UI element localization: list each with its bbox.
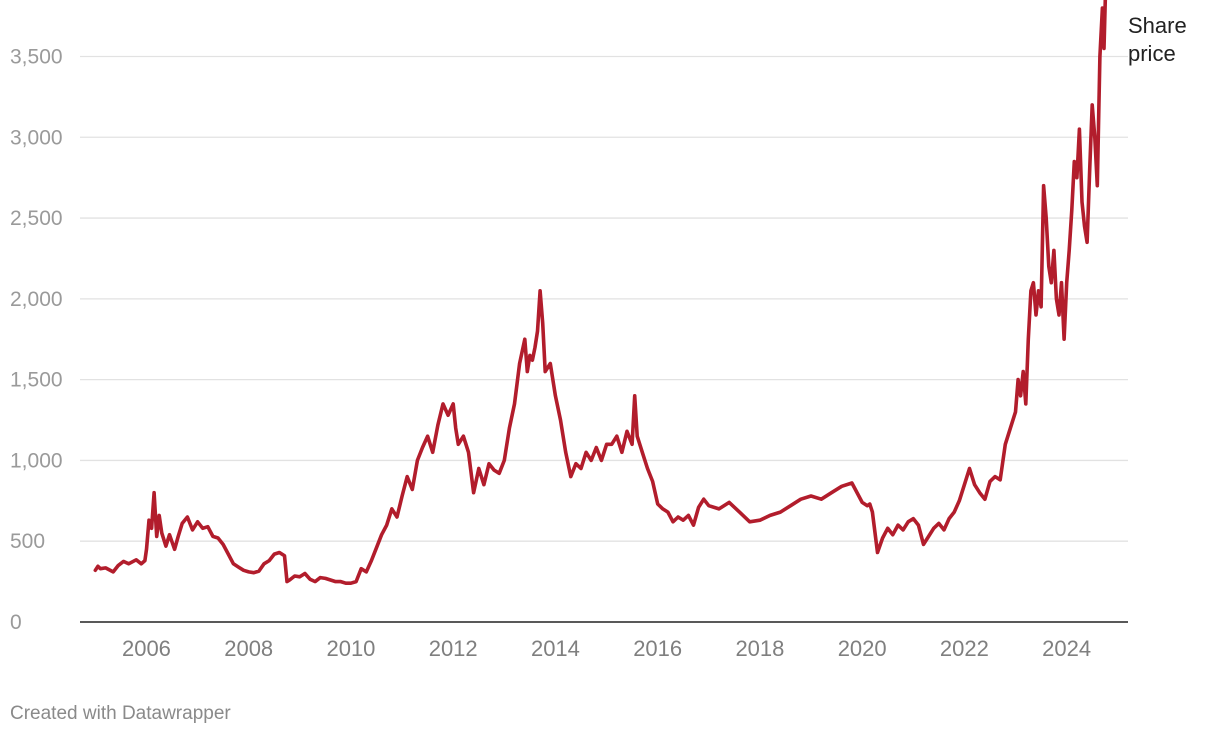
- series-label-line: price: [1128, 41, 1176, 66]
- x-tick-label: 2022: [940, 636, 989, 661]
- series-label-share-price: Share price: [1128, 13, 1187, 66]
- y-tick-label: 500: [10, 530, 45, 553]
- y-tick-label: 3,000: [10, 126, 63, 149]
- y-axis-tick-labels: 0 500 1,000 1,500 2,000 2,500 3,000 3,500: [10, 45, 63, 634]
- x-tick-label: 2010: [326, 636, 375, 661]
- x-tick-label: 2018: [735, 636, 784, 661]
- x-tick-label: 2014: [531, 636, 580, 661]
- gridlines: [80, 55, 1128, 542]
- y-tick-label: 0: [10, 611, 22, 634]
- share-price-line: [93, 0, 1108, 585]
- x-tick-label: 2016: [633, 636, 682, 661]
- x-tick-label: 2024: [1042, 636, 1091, 661]
- series-label-line: Share: [1128, 13, 1187, 38]
- x-tick-label: 2020: [838, 636, 887, 661]
- x-tick-label: 2012: [429, 636, 478, 661]
- y-tick-label: 3,500: [10, 45, 63, 68]
- x-tick-label: 2008: [224, 636, 273, 661]
- y-tick-label: 1,000: [10, 449, 63, 472]
- datawrapper-credit: Created with Datawrapper: [10, 703, 231, 724]
- x-axis-tick-labels: 2006 2008 2010 2012 2014 2016 2018 2020 2022 2024: [122, 636, 1091, 661]
- x-tick-label: 2006: [122, 636, 171, 661]
- y-tick-label: 2,500: [10, 207, 63, 230]
- y-tick-label: 2,000: [10, 288, 63, 311]
- y-tick-label: 1,500: [10, 369, 63, 392]
